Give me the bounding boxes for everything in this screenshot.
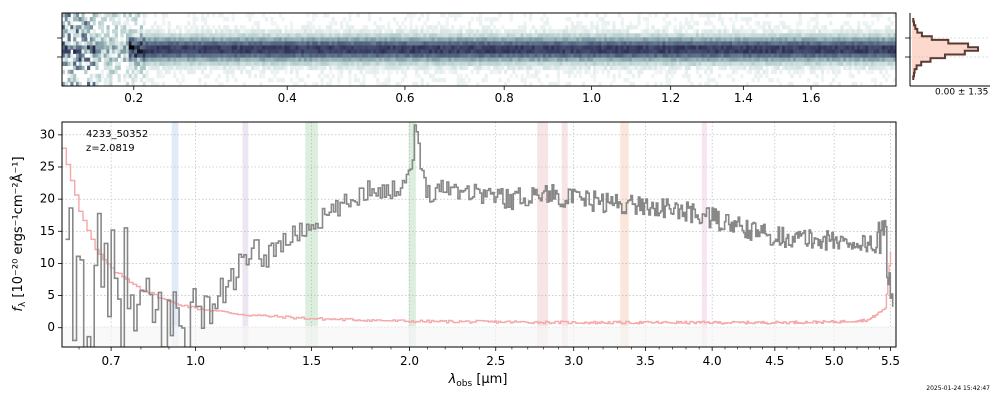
y-axis: 0 5 10 15 20 25 30 [40,127,62,334]
x-tick-label: 1.0 [186,354,205,368]
spatial-profile-line [912,18,979,80]
x-tick-label: 2.0 [400,354,419,368]
y-tick-label: 10 [40,256,55,270]
spectrum-2d-frame [61,12,897,87]
spectrum-2d-image [62,13,896,86]
timestamp: 2025-01-24 15:42:47 [926,385,990,392]
spectrum-1d-panel: 0.7 1.0 1.5 2.0 2.5 3.0 3.5 4.0 4.5 5.0 5.5 0 5 10 15… [10,121,900,389]
line-band [242,122,249,347]
spectrum-2d-panel: 0.2 0.4 0.6 0.8 1.0 1.2 1.4 1.6 [57,12,897,105]
y-tick-label: 5 [47,288,55,302]
spectrum-2d-x-tick-label: 1.4 [734,91,753,105]
x-axis-label: λobs [μm] [448,372,508,389]
line-band [561,122,568,347]
spectrum-2d-x-tick-label: 0.8 [495,91,514,105]
spatial-profile-plot [912,18,979,80]
spectrum-1d-frame [61,121,897,348]
y-tick-label: 30 [40,127,55,141]
x-axis: 0.7 1.0 1.5 2.0 2.5 3.0 3.5 4.0 4.5 5.0 5.5 [78,347,900,368]
line-band [701,122,707,347]
x-tick-label: 1.5 [302,354,321,368]
spectrum-2d-x-axis: 0.2 0.4 0.6 0.8 1.0 1.2 1.4 1.6 [124,86,821,105]
spatial-profile-fill [912,18,978,80]
spectrum-2d-x-tick-label: 0.6 [395,91,414,105]
line-band [171,122,179,347]
spatial-profile-panel: 0.00 ± 1.35 [905,13,990,98]
x-tick-label: 2.5 [486,354,505,368]
spectrum-2d-x-tick-label: 0.2 [124,91,143,105]
spectrum-series [62,124,894,347]
y-axis-label: fλ [10⁻²⁰ ergs⁻¹cm⁻²Å⁻¹] [10,156,28,311]
spectrum-2d-x-tick-label: 1.0 [582,91,601,105]
x-tick-label: 0.7 [102,354,121,368]
x-tick-label: 5.0 [825,354,844,368]
spectrum-2d-x-tick-label: 0.4 [278,91,297,105]
redshift-label: z=2.0819 [86,143,135,154]
y-tick-label: 20 [40,192,55,206]
y-tick-label: 25 [40,160,55,174]
x-tick-label: 3.5 [636,354,655,368]
y-tick-label: 0 [47,320,55,334]
line-band [620,122,629,347]
y-tick-label: 15 [40,224,55,238]
spectrum-2d-x-tick-label: 1.6 [801,91,820,105]
object-id: 4233_50352 [86,129,148,140]
line-band [537,122,548,347]
x-tick-label: 5.5 [881,354,900,368]
flux-line [65,124,894,347]
uncertainty-line [62,147,892,325]
spectrum-2d-x-tick-label: 1.2 [661,91,680,105]
x-tick-label: 3.0 [564,354,583,368]
x-tick-label: 4.5 [765,354,784,368]
spatial-profile-annotation: 0.00 ± 1.35 [935,88,988,98]
x-tick-label: 4.0 [703,354,722,368]
line-band [408,122,416,347]
